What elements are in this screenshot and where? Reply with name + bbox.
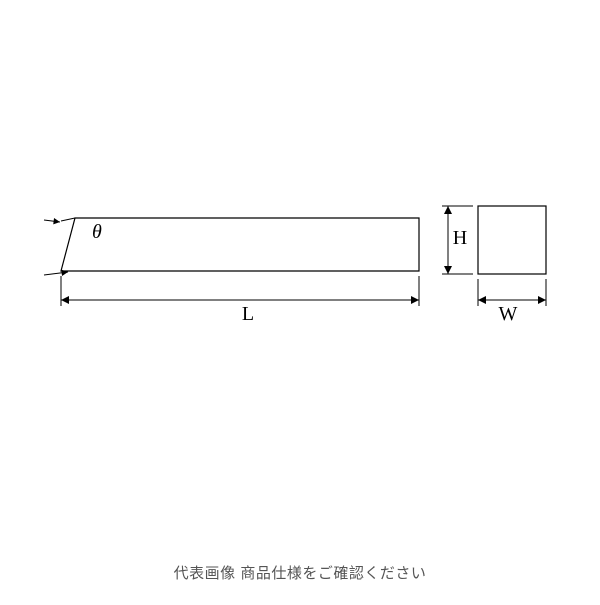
diagram-canvas: θ L W H 代表画像 商品仕様をご確認ください (0, 0, 600, 600)
svg-text:L: L (242, 303, 254, 325)
technical-drawing: θ L W H (0, 0, 600, 600)
caption-text: 代表画像 商品仕様をご確認ください (0, 562, 600, 583)
svg-text:θ: θ (92, 221, 102, 243)
svg-text:H: H (453, 227, 467, 249)
svg-text:W: W (499, 303, 518, 325)
